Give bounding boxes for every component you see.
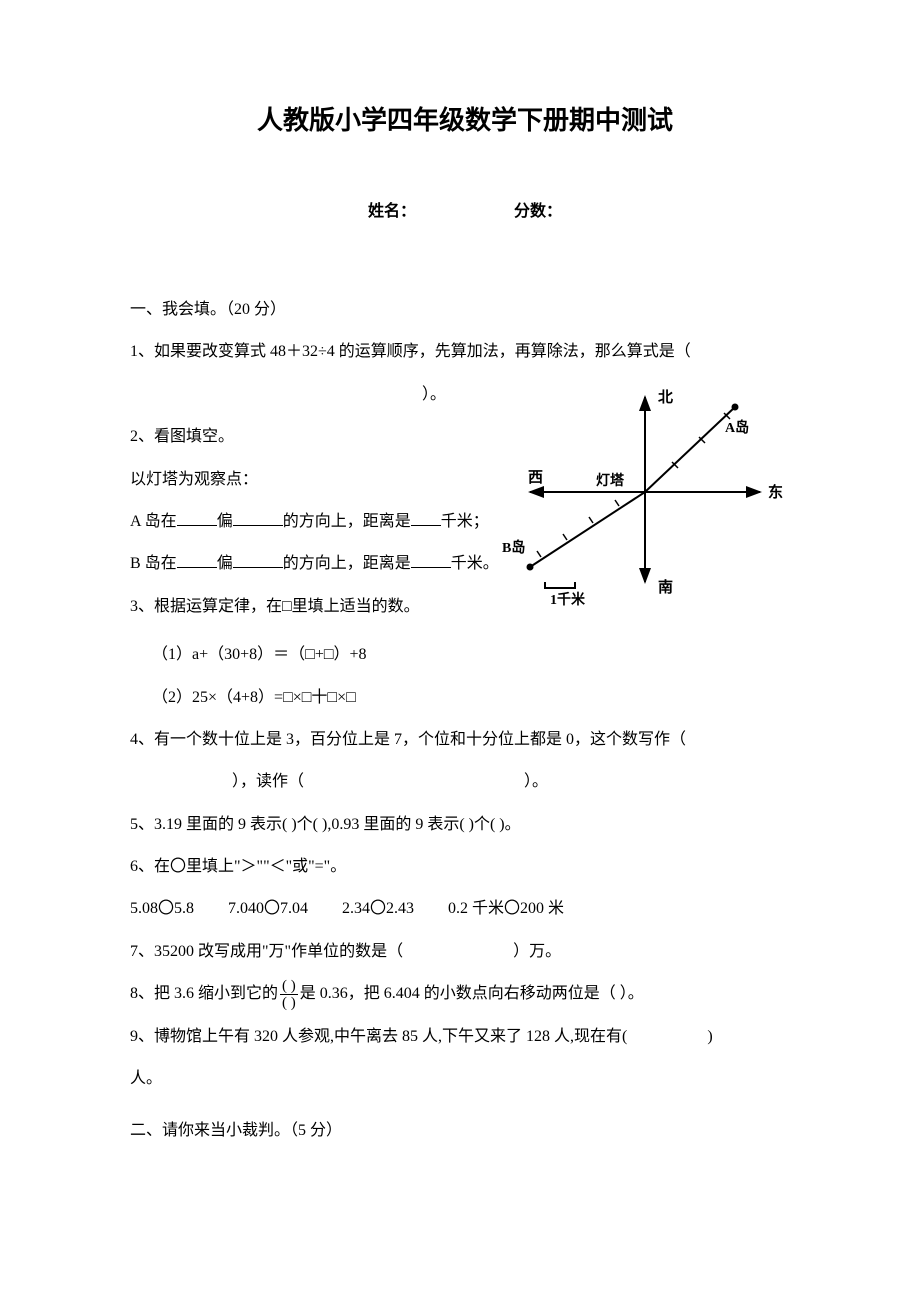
center-label: 灯塔 xyxy=(596,472,625,489)
section2-header: 二、请你来当小裁判。（5 分） xyxy=(130,1112,800,1150)
q3-1: （1）a+（30+8）＝（□+□）+8 xyxy=(130,636,800,674)
east-label: 东 xyxy=(768,483,783,501)
q9-a: 9、博物馆上午有 320 人参观,中午离去 85 人,下午又来了 128 人,现… xyxy=(130,1028,627,1045)
q4-line2: ），读作（ ）。 xyxy=(130,763,800,801)
q6-item-1: 5.08〇5.8 xyxy=(130,900,194,917)
q6-items: 5.08〇5.8 7.040〇7.04 2.34〇2.43 0.2 千米〇200… xyxy=(130,890,800,928)
q2-a-mid2: 的方向上，距离是 xyxy=(283,513,411,530)
q8-a: 8、把 3.6 缩小到它的 xyxy=(130,985,278,1002)
q4: 4、有一个数十位上是 3，百分位上是 7，个位和十分位上都是 0，这个数写作（ xyxy=(130,721,800,759)
q6-item-4: 0.2 千米〇200 米 xyxy=(448,900,564,917)
page-title: 人教版小学四年级数学下册期中测试 xyxy=(130,100,800,137)
section1-header: 一、我会填。（20 分） xyxy=(130,291,800,329)
q2-b-pre: B 岛在 xyxy=(130,555,177,572)
q2-b-mid1: 偏 xyxy=(217,555,233,572)
frac-den: ( ) xyxy=(280,995,298,1012)
q4-c: ）。 xyxy=(524,773,548,790)
q9-line2: 人。 xyxy=(130,1060,800,1098)
q2-b-end: 千米。 xyxy=(451,555,499,572)
q6: 6、在〇里填上"＞""＜"或"="。 xyxy=(130,848,800,886)
compass-diagram: 北 南 东 西 灯塔 A岛 B岛 1千米 xyxy=(500,382,800,612)
q3-2-text: （2）25×（4+8）=□×□十□×□ xyxy=(152,689,356,706)
q4-a: 4、有一个数十位上是 3，百分位上是 7，个位和十分位上都是 0，这个数写作（ xyxy=(130,731,686,748)
south-label: 南 xyxy=(658,578,673,596)
q8-b: 是 0.36，把 6.404 的小数点向右移动两位是（ ）。 xyxy=(300,985,644,1002)
q2-b-mid2: 的方向上，距离是 xyxy=(283,555,411,572)
fraction: ( )( ) xyxy=(280,978,298,1012)
q2-a-pre: A 岛在 xyxy=(130,513,177,530)
scale-label: 1千米 xyxy=(550,591,586,608)
score-label: 分数： xyxy=(514,197,562,221)
island-a-label: A岛 xyxy=(725,419,749,436)
q7-b: ）万。 xyxy=(513,943,561,960)
name-label: 姓名： xyxy=(368,197,416,221)
name-score-row: 姓名： 分数： xyxy=(130,197,800,221)
frac-num: ( ) xyxy=(280,978,298,996)
q7-a: 7、35200 改写成用"万"作单位的数是（ xyxy=(130,943,403,960)
q6-item-3: 2.34〇2.43 xyxy=(342,900,414,917)
west-label: 西 xyxy=(528,469,543,486)
q1: 1、如果要改变算式 48＋32÷4 的运算顺序，先算加法，再算除法，那么算式是（ xyxy=(130,333,800,371)
q9-b: ) xyxy=(707,1028,712,1045)
q1-text: 1、如果要改变算式 48＋32÷4 的运算顺序，先算加法，再算除法，那么算式是（ xyxy=(130,343,691,360)
island-b-label: B岛 xyxy=(502,539,525,556)
q4-b: ），读作（ xyxy=(232,773,304,790)
q3-2: （2）25×（4+8）=□×□十□×□ xyxy=(130,679,800,717)
q1-end: ）。 xyxy=(422,386,446,403)
q2-a-mid1: 偏 xyxy=(217,513,233,530)
q5: 5、3.19 里面的 9 表示( )个( ),0.93 里面的 9 表示( )个… xyxy=(130,806,800,844)
q8: 8、把 3.6 缩小到它的( )( )是 0.36，把 6.404 的小数点向右… xyxy=(130,975,800,1013)
q3-1-text: （1）a+（30+8）＝（□+□）+8 xyxy=(152,646,367,663)
q9: 9、博物馆上午有 320 人参观,中午离去 85 人,下午又来了 128 人,现… xyxy=(130,1018,800,1056)
north-label: 北 xyxy=(658,389,673,406)
q7: 7、35200 改写成用"万"作单位的数是（ ）万。 xyxy=(130,933,800,971)
q2-a-end: 千米； xyxy=(441,513,489,530)
q6-item-2: 7.040〇7.04 xyxy=(228,900,308,917)
